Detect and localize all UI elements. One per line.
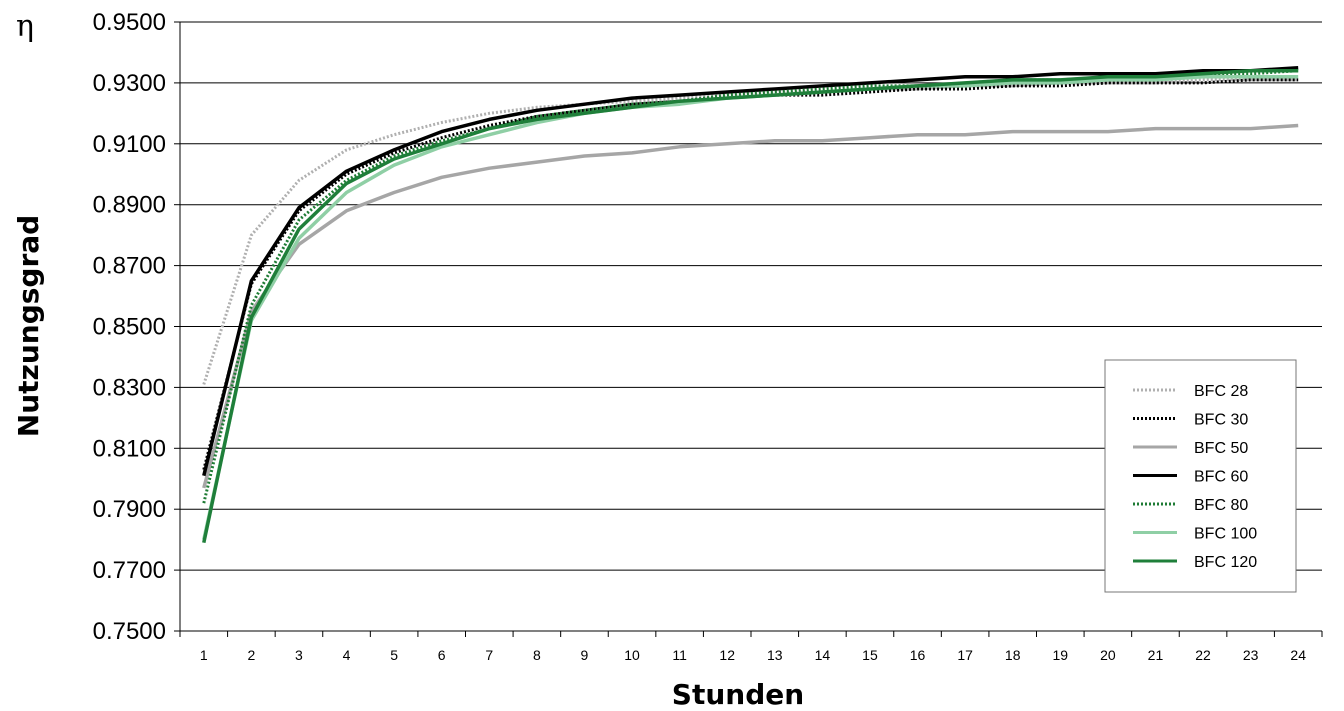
x-tick-label: 23 [1243, 647, 1259, 663]
series-line-bfc-120 [202, 68, 1299, 544]
legend-label: BFC 100 [1194, 526, 1257, 543]
x-tick-label: 15 [862, 647, 878, 663]
y-tick-label: 0.8300 [93, 374, 166, 401]
tick-labels: 0.7500 0.7700 0.7900 0.8100 0.8300 0.8500 0.87… [93, 9, 1307, 663]
y-tick-label: 0.8900 [93, 192, 166, 219]
x-tick-label: 21 [1148, 647, 1164, 663]
x-tick-label: 13 [767, 647, 783, 663]
y-tick-label: 0.7500 [93, 618, 166, 645]
x-tick-label: 19 [1053, 647, 1069, 663]
legend-label: BFC 28 [1194, 383, 1248, 400]
x-tick-label: 5 [390, 647, 398, 663]
gridlines [180, 21, 1322, 571]
x-tick-label: 20 [1100, 647, 1116, 663]
y-tick-label: 0.8700 [93, 253, 166, 280]
legend-label: BFC 60 [1194, 469, 1248, 486]
axes [174, 21, 1323, 637]
x-tick-label: 14 [815, 647, 831, 663]
y-tick-label: 0.7700 [93, 557, 166, 584]
x-axis-title: Stunden [672, 678, 804, 711]
y-tick-label: 0.8500 [93, 314, 166, 341]
x-tick-label: 11 [672, 647, 687, 663]
x-tick-label: 9 [581, 647, 589, 663]
x-tick-label: 7 [485, 647, 493, 663]
legend-label: BFC 120 [1194, 554, 1257, 571]
x-tick-label: 2 [247, 647, 255, 663]
x-tick-label: 12 [719, 647, 735, 663]
x-tick-label: 10 [624, 647, 640, 663]
series-line-bfc-60 [202, 65, 1299, 477]
x-tick-label: 24 [1290, 647, 1306, 663]
x-tick-label: 3 [295, 647, 303, 663]
legend: BFC 28 BFC 30 BFC 50 BFC 60 BFC 80 BFC 100 BFC… [1104, 359, 1297, 593]
y-axis-title: Nutzungsgrad [12, 215, 45, 437]
y-tick-label: 0.9100 [93, 131, 166, 158]
x-tick-label: 16 [910, 647, 926, 663]
legend-label: BFC 30 [1194, 412, 1248, 429]
series-line-bfc-50 [202, 123, 1299, 489]
y-tick-label: 0.7900 [93, 496, 166, 523]
series-line-bfc-28 [202, 78, 1299, 385]
legend-label: BFC 50 [1194, 440, 1248, 457]
legend-label: BFC 80 [1194, 497, 1248, 514]
x-tick-label: 18 [1005, 647, 1021, 663]
series-lines [202, 65, 1299, 544]
y-symbol: η [16, 9, 34, 44]
x-tick-label: 4 [343, 647, 351, 663]
x-tick-label: 6 [438, 647, 446, 663]
y-tick-label: 0.9500 [93, 9, 166, 36]
y-tick-label: 0.8100 [93, 435, 166, 462]
y-tick-label: 0.9300 [93, 70, 166, 97]
x-tick-label: 1 [200, 647, 208, 663]
x-tick-label: 22 [1195, 647, 1211, 663]
x-tick-label: 17 [957, 647, 973, 663]
x-tick-label: 8 [533, 647, 541, 663]
